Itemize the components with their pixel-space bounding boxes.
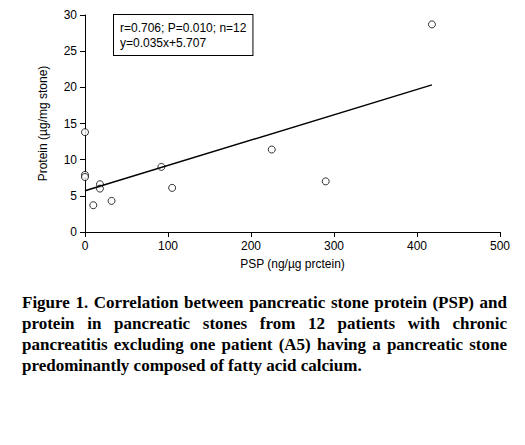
svg-text:200: 200: [241, 239, 261, 253]
svg-text:20: 20: [64, 80, 78, 94]
svg-text:100: 100: [158, 239, 178, 253]
svg-text:500: 500: [490, 239, 510, 253]
svg-text:400: 400: [407, 239, 427, 253]
svg-text:25: 25: [64, 44, 78, 58]
html-text:Figure 1. Correlation between: Figure 1. Correlation between pancreatic…: [22, 293, 507, 375]
svg-text:Protein (µg/mg stone): Protein (µg/mg stone): [36, 66, 50, 182]
svg-text:r=0.706; P=0.010; n=12: r=0.706; P=0.010; n=12: [120, 21, 247, 35]
svg-text:300: 300: [324, 239, 344, 253]
svg-text:0: 0: [70, 225, 77, 239]
svg-text:5: 5: [70, 189, 77, 203]
svg-text:15: 15: [64, 117, 78, 131]
svg-text:PSP (ng/µg prctein): PSP (ng/µg prctein): [240, 257, 345, 271]
svg-text:y=0.035x+5.707: y=0.035x+5.707: [120, 36, 206, 50]
svg-text:30: 30: [64, 8, 78, 22]
svg-text:10: 10: [64, 153, 78, 167]
svg-text:0: 0: [82, 239, 89, 253]
